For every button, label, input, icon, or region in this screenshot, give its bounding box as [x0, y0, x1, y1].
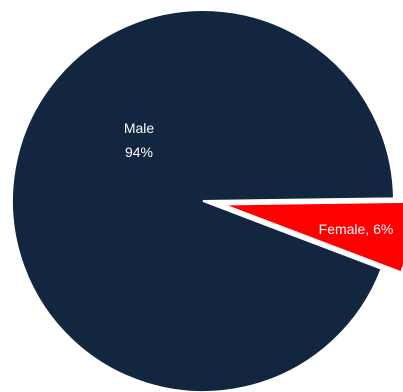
pie-slice-male: [11, 9, 395, 392]
slice-label-male-name: Male: [124, 120, 155, 136]
slice-label-female: Female, 6%: [319, 221, 394, 237]
pie-labels: Male 94% Female, 6%: [124, 120, 394, 237]
pie-slice-female: [222, 200, 403, 274]
pie-slices: [11, 9, 403, 392]
slice-label-male-percent: 94%: [125, 144, 153, 160]
